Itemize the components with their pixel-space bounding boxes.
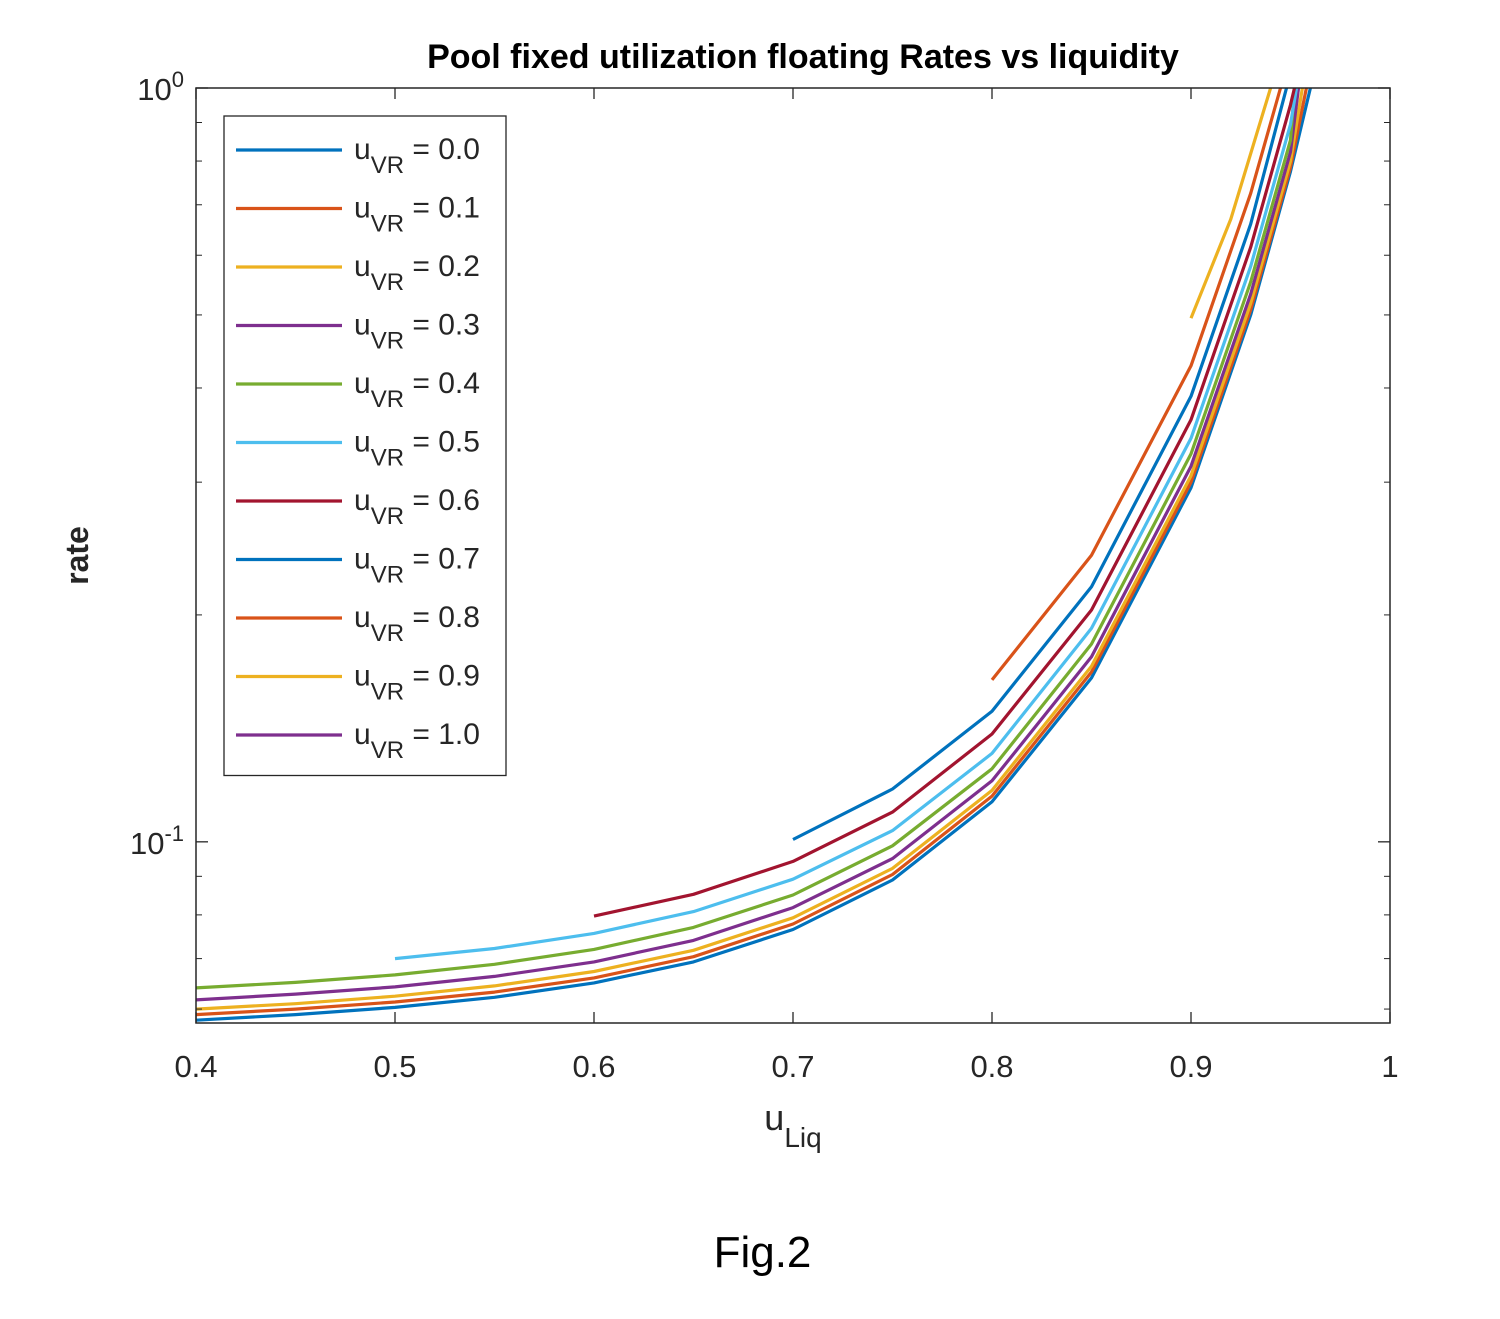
labels: Pool fixed utilization floating Rates vs… [59, 38, 1179, 1153]
legend-label-4: uVR = 0.4 [354, 367, 480, 413]
chart-title: Pool fixed utilization floating Rates vs… [427, 38, 1179, 76]
x-tick-label: 0.5 [373, 1049, 416, 1084]
x-tick-label: 0.6 [572, 1049, 615, 1084]
figure-caption: Fig.2 [713, 1228, 812, 1277]
legend-label-6: uVR = 0.6 [354, 484, 480, 530]
series-line-7 [792, 87, 1289, 841]
legend-label-1: uVR = 0.1 [354, 192, 480, 238]
legend-label-8: uVR = 0.8 [354, 601, 480, 647]
series-line-9 [1189, 87, 1273, 319]
series-line-8 [990, 87, 1283, 681]
legend-box [223, 115, 507, 777]
axes: 0.4 0.5 0.6 0.7 0.8 0.9 1 100 10-1 [130, 67, 1399, 1084]
series-line-0 [195, 87, 1312, 1022]
legend: uVR = 0.0 uVR = 0.1 uVR = 0.2 uVR = 0.3 uVR … [223, 115, 507, 777]
legend-label-2: uVR = 0.2 [354, 250, 480, 296]
series-line-6 [593, 87, 1297, 918]
y-tick-label: 10-1 [130, 821, 184, 861]
x-axis-label: uLiq [764, 1097, 821, 1153]
series-line-1 [195, 87, 1308, 1017]
y-axis-label: rate [59, 526, 95, 585]
x-tick-label: 0.7 [771, 1049, 814, 1084]
y-tick-label: 100 [137, 67, 184, 107]
legend-label-5: uVR = 0.5 [354, 426, 480, 472]
legend-label-7: uVR = 0.7 [354, 543, 480, 589]
legend-label-10: uVR = 1.0 [354, 718, 480, 764]
x-tick-label: 0.8 [970, 1049, 1013, 1084]
x-tick-label: 0.9 [1169, 1049, 1212, 1084]
legend-label-3: uVR = 0.3 [354, 309, 480, 355]
x-tick-label: 0.4 [174, 1049, 217, 1084]
series-line-2 [195, 87, 1304, 1011]
legend-label-9: uVR = 0.9 [354, 660, 480, 706]
x-tick-label: 1 [1381, 1049, 1398, 1084]
series-layer [195, 87, 1312, 1022]
series-line-5 [394, 87, 1299, 961]
legend-label-0: uVR = 0.0 [354, 133, 480, 179]
series-line-3 [195, 87, 1301, 1002]
series-line-4 [195, 87, 1297, 990]
